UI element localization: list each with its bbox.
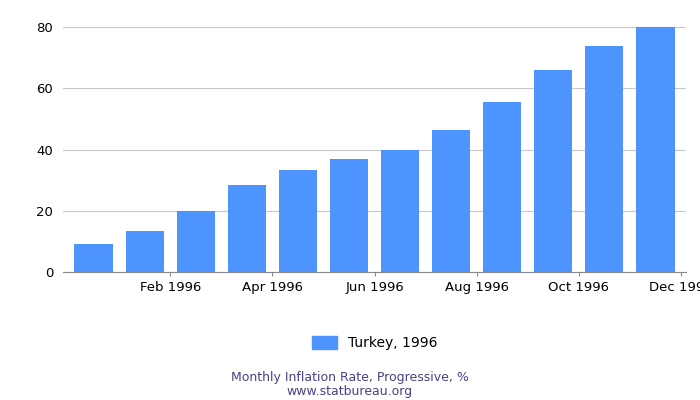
Bar bbox=[125, 231, 164, 272]
Bar bbox=[432, 130, 470, 272]
Text: Monthly Inflation Rate, Progressive, %: Monthly Inflation Rate, Progressive, % bbox=[231, 372, 469, 384]
Bar bbox=[534, 70, 573, 272]
Legend: Turkey, 1996: Turkey, 1996 bbox=[312, 336, 438, 350]
Text: www.statbureau.org: www.statbureau.org bbox=[287, 385, 413, 398]
Bar bbox=[330, 159, 368, 272]
Bar bbox=[483, 102, 522, 272]
Bar bbox=[279, 170, 317, 272]
Bar bbox=[381, 150, 419, 272]
Bar bbox=[585, 46, 624, 272]
Bar bbox=[74, 244, 113, 272]
Bar bbox=[228, 185, 266, 272]
Bar bbox=[176, 211, 215, 272]
Bar bbox=[636, 27, 675, 272]
